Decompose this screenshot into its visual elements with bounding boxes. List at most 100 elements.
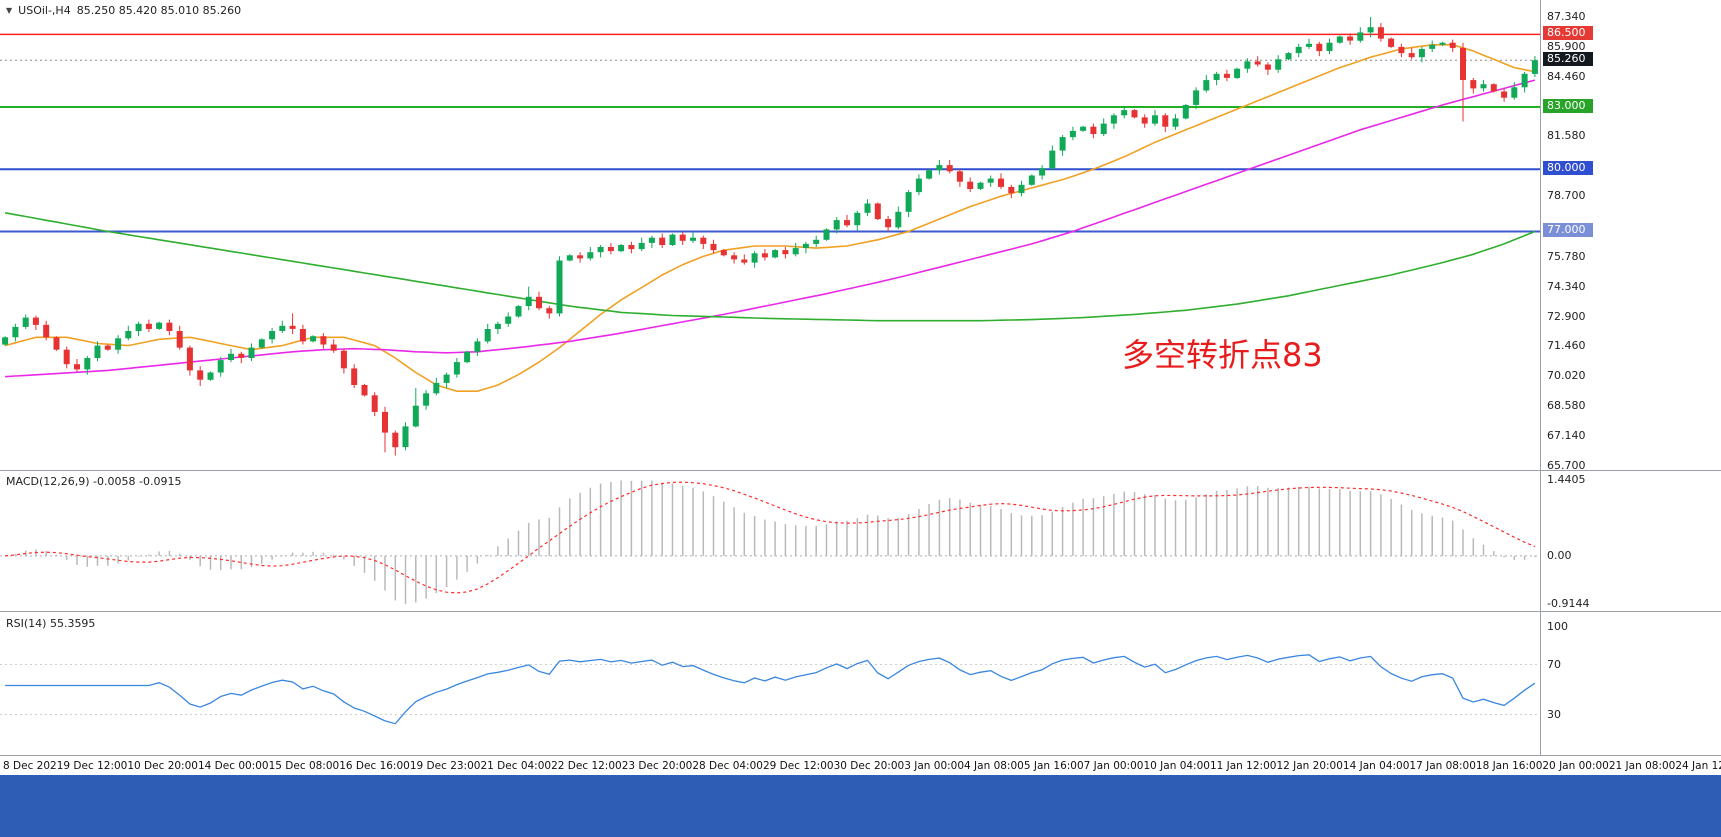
candle-body xyxy=(720,250,727,256)
candle-body xyxy=(648,237,655,243)
candle-body xyxy=(22,317,29,327)
time-label: 22 Dec 12:00 xyxy=(551,759,622,772)
panel-separator xyxy=(0,470,1721,471)
candle-body xyxy=(186,347,193,371)
candle-body xyxy=(135,323,142,332)
candle-body xyxy=(1316,43,1323,52)
candle-body xyxy=(1069,130,1076,138)
candle-body xyxy=(1141,117,1148,124)
time-label: 18 Jan 16:00 xyxy=(1475,759,1543,772)
price-tick: 65.700 xyxy=(1547,458,1586,472)
candle-body xyxy=(956,171,963,182)
candle-body xyxy=(885,219,892,228)
candle-body xyxy=(1162,115,1169,127)
candle-body xyxy=(813,239,820,244)
candle-body xyxy=(926,170,933,179)
candle-body xyxy=(1336,36,1343,43)
symbol-dropdown-icon[interactable]: ▼ xyxy=(6,6,13,15)
time-label: 9 Dec 12:00 xyxy=(63,759,128,772)
price-tick: 71.460 xyxy=(1547,339,1586,353)
price-tick: 70.020 xyxy=(1547,369,1586,383)
candle-body xyxy=(453,362,460,375)
candle-body xyxy=(628,245,635,250)
candle-body xyxy=(125,331,132,339)
time-label: 5 Jan 16:00 xyxy=(1023,759,1084,772)
candle-body xyxy=(1501,91,1508,98)
macd-signal-line xyxy=(5,481,1536,594)
price-tick: 75.780 xyxy=(1547,249,1586,263)
candle-body xyxy=(299,329,306,342)
candle-body xyxy=(823,229,830,240)
candle-body xyxy=(228,353,234,360)
time-label: 15 Dec 08:00 xyxy=(268,759,340,772)
macd-panel[interactable] xyxy=(0,471,1540,611)
price-badge: 83.000 xyxy=(1543,99,1593,114)
time-label: 10 Dec 20:00 xyxy=(127,759,198,772)
rsi-axis-label: 70 xyxy=(1547,657,1561,671)
time-label: 7 Jan 00:00 xyxy=(1083,759,1144,772)
candle-body xyxy=(166,322,173,331)
candle-body xyxy=(587,252,594,259)
panel-separator xyxy=(0,755,1721,756)
candle-body xyxy=(1028,175,1035,185)
candle-body xyxy=(320,336,327,345)
time-label: 24 Jan 12:00 xyxy=(1675,759,1721,772)
candle-body xyxy=(1511,87,1518,98)
candle-body xyxy=(659,237,666,245)
time-label: 17 Jan 08:00 xyxy=(1409,759,1476,772)
candle-body xyxy=(423,393,430,406)
candle-body xyxy=(700,237,707,244)
symbol-label: USOil-,H4 xyxy=(18,4,71,17)
candle-body xyxy=(1049,150,1056,169)
candle-body xyxy=(607,247,614,252)
candle-body xyxy=(536,296,542,309)
price-tick: 84.460 xyxy=(1547,69,1586,83)
time-axis: 8 Dec 2021 9 Dec 12:00 10 Dec 20:00 14 Dec … xyxy=(0,757,1721,774)
candle-body xyxy=(1295,46,1302,54)
candle-body xyxy=(1275,59,1282,70)
candle-body xyxy=(874,203,881,220)
candle-body xyxy=(638,242,645,250)
rsi-axis-label: 30 xyxy=(1547,707,1561,721)
macd-axis-label: -0.9144 xyxy=(1547,596,1590,610)
candle-body xyxy=(2,337,9,345)
rsi-line xyxy=(5,654,1536,725)
candle-body xyxy=(1039,168,1046,176)
price-tick: 87.340 xyxy=(1547,10,1586,23)
time-label: 28 Dec 04:00 xyxy=(692,759,763,772)
candle-body xyxy=(1521,73,1528,88)
candle-body xyxy=(340,350,347,369)
candle-body xyxy=(1285,53,1292,60)
rsi-panel[interactable] xyxy=(0,612,1540,755)
candle-body xyxy=(1131,110,1138,118)
price-chart[interactable] xyxy=(0,0,1540,470)
time-label: 16 Dec 16:00 xyxy=(339,759,410,772)
candle-body xyxy=(987,178,994,183)
candle-body xyxy=(74,364,80,370)
candle-body xyxy=(248,347,255,358)
candle-body xyxy=(351,368,358,385)
candle-body xyxy=(792,248,799,255)
time-label: 10 Jan 04:00 xyxy=(1143,759,1210,772)
candle-body xyxy=(1223,73,1230,78)
time-label: 12 Jan 20:00 xyxy=(1276,759,1343,772)
candle-body xyxy=(494,323,501,329)
candle-body xyxy=(115,338,122,350)
time-label: 20 Jan 00:00 xyxy=(1542,759,1609,772)
candle-body xyxy=(905,192,912,212)
candle-body xyxy=(330,344,337,351)
price-tick: 74.340 xyxy=(1547,279,1586,293)
time-label: 30 Dec 20:00 xyxy=(833,759,905,772)
candle-body xyxy=(53,337,60,350)
time-label: 8 Dec 2021 xyxy=(3,759,64,772)
candle-body xyxy=(1449,42,1456,48)
candle-body xyxy=(1090,126,1097,134)
candle-body xyxy=(1100,123,1107,134)
candle-body xyxy=(12,326,19,338)
candle-body xyxy=(1008,186,1015,194)
candle-body xyxy=(566,255,573,261)
candle-body xyxy=(1347,36,1354,41)
candle-body xyxy=(279,325,286,331)
candle-body xyxy=(1388,38,1395,47)
